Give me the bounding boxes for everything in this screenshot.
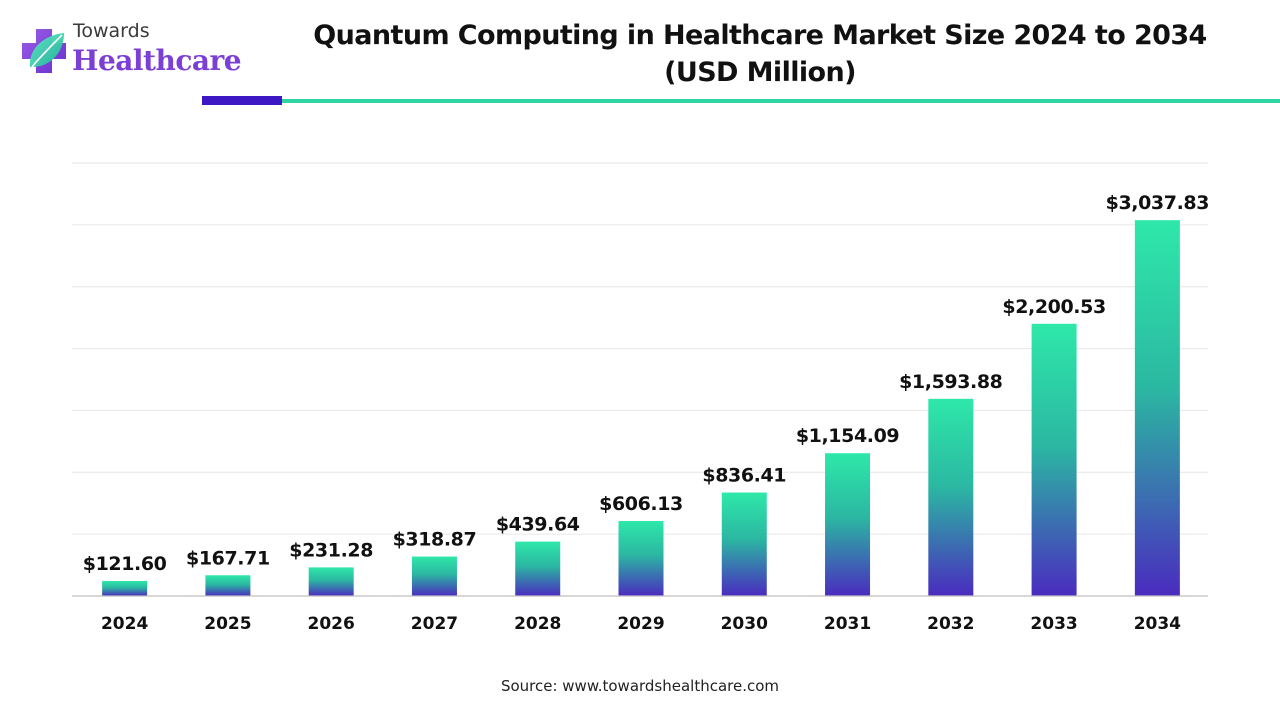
bar-2031 [825,453,871,596]
chart-title: Quantum Computing in Healthcare Market S… [290,17,1230,91]
x-tick-label-2026: 2026 [308,614,355,634]
value-label-2032: $1,593.88 [899,371,1003,393]
bar-2024 [102,580,148,596]
value-label-2033: $2,200.53 [1002,296,1105,318]
x-tick-label-2027: 2027 [411,614,458,634]
x-tick-label-2025: 2025 [204,614,251,634]
x-axis-tick-labels: 2024 2025 2026 2027 2028 2029 2030 2031 2032 2033… [101,614,1181,634]
value-label-2027: $318.87 [393,529,477,551]
value-label-2034: $3,037.83 [1106,192,1209,214]
chart-title-line-2: (USD Million) [664,57,856,88]
medical-cross-leaf-icon [22,29,66,73]
value-label-2028: $439.64 [496,514,580,536]
logo-line-towards: Towards [73,20,150,42]
value-label-2025: $167.71 [186,547,270,569]
value-label-2031: $1,154.09 [796,425,899,447]
x-tick-label-2029: 2029 [617,614,664,634]
bar-2027 [411,556,457,596]
value-label-2030: $836.41 [702,465,786,487]
logo-line-healthcare: Healthcare [72,44,242,77]
bar-2030 [721,492,767,596]
x-tick-label-2032: 2032 [927,614,974,634]
x-tick-label-2031: 2031 [824,614,871,634]
source-note: Source: www.towardshealthcare.com [500,677,780,695]
bar-2029 [618,521,664,596]
x-tick-label-2024: 2024 [101,614,148,634]
value-labels: $121.60 $167.71 $231.28 $318.87 $439.64 $606.… [83,192,1210,575]
value-label-2029: $606.13 [599,493,683,515]
bar-2026 [308,567,354,596]
value-label-2026: $231.28 [289,539,373,561]
x-tick-label-2033: 2033 [1030,614,1077,634]
chart-title-line-1: Quantum Computing in Healthcare Market S… [313,20,1207,51]
header-rule-accent [202,96,282,105]
bar-2033 [1031,323,1077,596]
gridlines [72,162,1208,535]
bar-2034 [1134,220,1180,596]
brand-logo: Towards Healthcare [20,20,250,84]
bar-2028 [515,541,561,596]
bar-2032 [928,398,974,596]
header-rule-line [282,99,1280,103]
bar-2025 [205,575,251,596]
x-tick-label-2030: 2030 [721,614,768,634]
x-tick-label-2028: 2028 [514,614,561,634]
bars [102,220,1180,596]
x-tick-label-2034: 2034 [1134,614,1181,634]
value-label-2024: $121.60 [83,553,167,575]
